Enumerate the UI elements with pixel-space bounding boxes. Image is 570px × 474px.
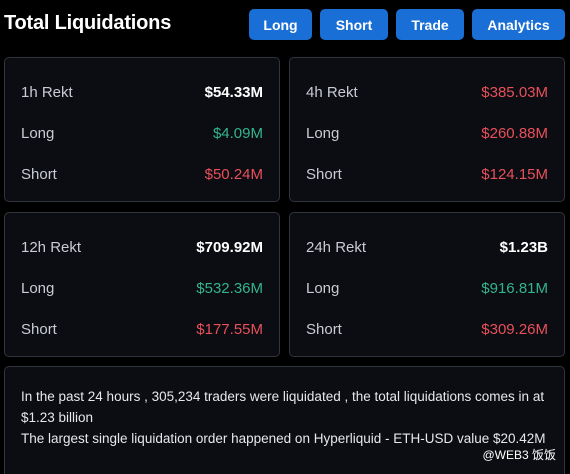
period-label: 1h Rekt bbox=[21, 83, 73, 101]
card-header-row: 4h Rekt $385.03M bbox=[306, 82, 548, 102]
long-label: Long bbox=[306, 279, 340, 297]
trade-button[interactable]: Trade bbox=[396, 9, 464, 40]
long-button[interactable]: Long bbox=[249, 9, 312, 40]
card-12h: 12h Rekt $709.92M Long $532.36M Short $1… bbox=[4, 212, 280, 357]
watermark-text: @WEB3 饭饭 bbox=[482, 448, 556, 462]
short-row: Short $309.26M bbox=[306, 319, 548, 339]
period-label: 24h Rekt bbox=[306, 238, 367, 256]
short-value: $124.15M bbox=[481, 165, 548, 183]
summary-panel: In the past 24 hours , 305,234 traders w… bbox=[4, 366, 565, 474]
page-title: Total Liquidations bbox=[4, 12, 172, 34]
short-label: Short bbox=[21, 165, 57, 183]
analytics-button[interactable]: Analytics bbox=[472, 9, 565, 40]
card-header-row: 1h Rekt $54.33M bbox=[21, 82, 263, 102]
short-value: $177.55M bbox=[196, 320, 263, 338]
long-row: Long $260.88M bbox=[306, 123, 548, 143]
long-label: Long bbox=[21, 279, 55, 297]
card-4h: 4h Rekt $385.03M Long $260.88M Short $12… bbox=[289, 57, 565, 202]
long-row: Long $532.36M bbox=[21, 278, 263, 298]
short-value: $50.24M bbox=[204, 165, 263, 183]
short-row: Short $50.24M bbox=[21, 164, 263, 184]
long-label: Long bbox=[306, 124, 340, 142]
long-value: $532.36M bbox=[196, 279, 263, 297]
short-value: $309.26M bbox=[481, 320, 548, 338]
card-header-row: 12h Rekt $709.92M bbox=[21, 237, 263, 257]
total-value: $709.92M bbox=[196, 238, 263, 256]
card-1h: 1h Rekt $54.33M Long $4.09M Short $50.24… bbox=[4, 57, 280, 202]
short-label: Short bbox=[306, 165, 342, 183]
long-row: Long $916.81M bbox=[306, 278, 548, 298]
total-value: $54.33M bbox=[204, 83, 263, 101]
card-24h: 24h Rekt $1.23B Long $916.81M Short $309… bbox=[289, 212, 565, 357]
short-row: Short $177.55M bbox=[21, 319, 263, 339]
period-label: 4h Rekt bbox=[306, 83, 358, 101]
long-row: Long $4.09M bbox=[21, 123, 263, 143]
long-value: $916.81M bbox=[481, 279, 548, 297]
long-value: $260.88M bbox=[481, 124, 548, 142]
summary-line-largest: The largest single liquidation order hap… bbox=[21, 431, 546, 446]
period-label: 12h Rekt bbox=[21, 238, 82, 256]
total-value: $385.03M bbox=[481, 83, 548, 101]
header: Total Liquidations Long Short Trade Anal… bbox=[0, 0, 570, 50]
short-label: Short bbox=[21, 320, 57, 338]
short-row: Short $124.15M bbox=[306, 164, 548, 184]
card-header-row: 24h Rekt $1.23B bbox=[306, 237, 548, 257]
long-value: $4.09M bbox=[212, 124, 263, 142]
short-button[interactable]: Short bbox=[320, 9, 388, 40]
short-label: Short bbox=[306, 320, 342, 338]
summary-line-total: In the past 24 hours , 305,234 traders w… bbox=[21, 389, 545, 425]
long-label: Long bbox=[21, 124, 55, 142]
watermark: @WEB3 饭饭 bbox=[482, 445, 556, 466]
total-value: $1.23B bbox=[499, 238, 548, 256]
